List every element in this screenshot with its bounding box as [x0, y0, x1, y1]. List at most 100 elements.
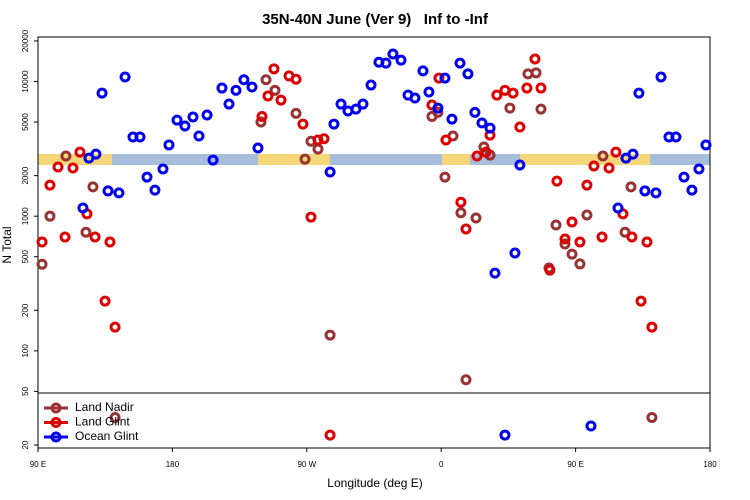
y-tick-label: 2000: [21, 166, 30, 184]
point: [635, 295, 647, 307]
point: [335, 98, 347, 110]
point: [74, 146, 86, 158]
point: [262, 90, 274, 102]
point: [256, 110, 268, 122]
point: [462, 68, 474, 80]
point: [44, 210, 56, 222]
point: [610, 146, 622, 158]
point: [134, 131, 146, 143]
point: [89, 231, 101, 243]
legend-marker: [50, 402, 62, 414]
point: [499, 429, 511, 441]
point: [535, 103, 547, 115]
point: [639, 185, 651, 197]
point: [90, 148, 102, 160]
y-tick-label: 500: [21, 250, 30, 264]
point: [87, 181, 99, 193]
point: [626, 231, 638, 243]
point: [646, 412, 658, 424]
x-tick-label: 180: [703, 460, 717, 469]
point: [357, 98, 369, 110]
y-tick-label: 20000: [21, 29, 30, 52]
x-tick-label: 0: [439, 460, 444, 469]
point: [171, 114, 183, 126]
y-tick-label: 5000: [21, 113, 30, 131]
point: [187, 111, 199, 123]
y-tick-label: 50: [21, 386, 30, 395]
point: [312, 143, 324, 155]
point: [529, 53, 541, 65]
point: [514, 121, 526, 133]
point: [109, 412, 121, 424]
point: [216, 82, 228, 94]
point: [324, 166, 336, 178]
point: [693, 163, 705, 175]
x-axis-label: Longitude (deg E): [327, 476, 422, 490]
point: [507, 87, 519, 99]
point: [423, 86, 435, 98]
point: [646, 321, 658, 333]
point: [550, 219, 562, 231]
legend-label: Ocean Glint: [75, 429, 139, 443]
point: [269, 84, 281, 96]
point: [670, 131, 682, 143]
point: [581, 179, 593, 191]
point: [102, 185, 114, 197]
point: [633, 87, 645, 99]
x-tick-label: 90 E: [567, 460, 583, 469]
legend-label: Land Glint: [75, 415, 130, 429]
point: [60, 150, 72, 162]
point: [544, 264, 556, 276]
point: [141, 171, 153, 183]
point: [469, 106, 481, 118]
point: [678, 171, 690, 183]
point: [52, 161, 64, 173]
point: [504, 102, 516, 114]
point: [491, 89, 503, 101]
legend-marker: [50, 417, 62, 428]
point: [299, 153, 311, 165]
y-tick-label: 10000: [21, 70, 30, 93]
surface-band: [38, 154, 710, 165]
point: [290, 107, 302, 119]
point: [387, 48, 399, 60]
point: [246, 81, 258, 93]
point: [603, 162, 615, 174]
point: [476, 117, 488, 129]
point: [113, 187, 125, 199]
point: [574, 236, 586, 248]
point: [77, 202, 89, 214]
point: [230, 84, 242, 96]
point: [489, 267, 501, 279]
point: [297, 118, 309, 130]
point: [290, 73, 302, 85]
point: [535, 82, 547, 94]
point: [627, 148, 639, 160]
point: [255, 116, 267, 128]
point: [566, 248, 578, 260]
point: [460, 374, 472, 386]
point: [201, 109, 213, 121]
point: [641, 236, 653, 248]
point: [409, 92, 421, 104]
point: [305, 211, 317, 223]
point: [581, 209, 593, 221]
point: [119, 71, 131, 83]
point: [612, 202, 624, 214]
point: [551, 175, 563, 187]
point: [104, 236, 116, 248]
point: [433, 72, 445, 84]
point: [252, 142, 264, 154]
point: [597, 150, 609, 162]
point: [440, 134, 452, 146]
point: [365, 79, 377, 91]
point: [275, 94, 287, 106]
point: [268, 63, 280, 75]
point: [432, 102, 444, 114]
point: [480, 146, 492, 158]
chart-title: 35N-40N June (Ver 9) Inf to -Inf: [262, 11, 489, 28]
point: [521, 82, 533, 94]
point: [454, 57, 466, 69]
point: [44, 179, 56, 191]
